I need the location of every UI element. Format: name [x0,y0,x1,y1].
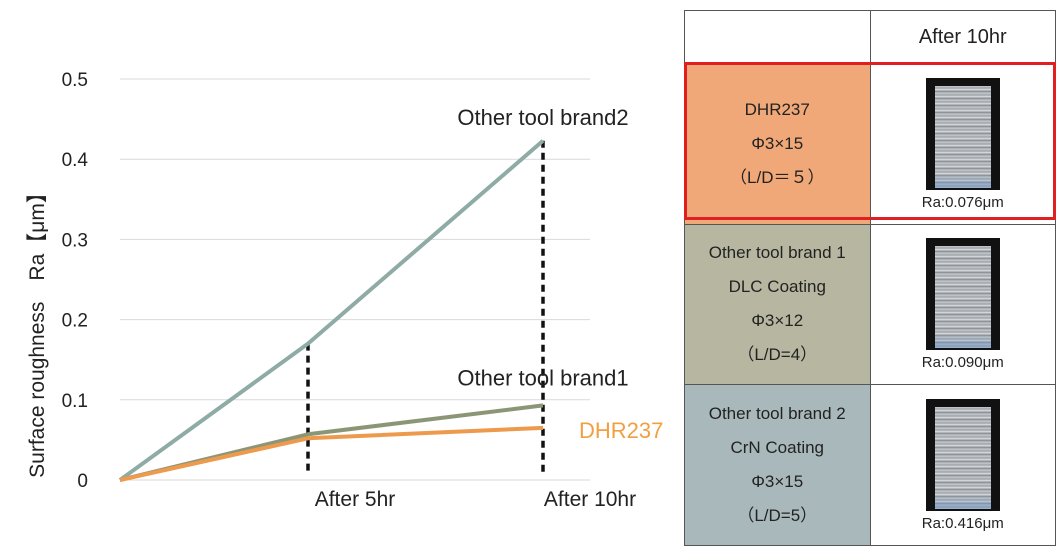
x-tick-label: After 5hr [315,488,396,511]
table-row: Other tool brand 1 DLC Coating Φ3×12 （L/… [684,223,1056,386]
sample-cell: Ra:0.090μm [869,223,1056,386]
tool-line: （L/D=5） [737,506,818,526]
series-label: Other tool brand1 [457,365,628,390]
tool-line: （L/D=4） [737,345,818,365]
y-tick-label: 0 [77,471,88,492]
tool-line: Φ3×12 [751,311,804,331]
tool-cell-dhr237: DHR237 Φ3×15 （L/D＝５） [684,63,871,225]
tool-line: Φ3×15 [751,472,804,492]
roughness-line-chart: 0 0.1 0.2 0.3 0.4 0.5 After 5hr After 10hr Oth… [26,70,663,511]
ra-value: Ra:0.090μm [921,354,1004,372]
tool-line: CrN Coating [730,438,825,458]
sample-table: After 10hr DHR237 Φ3×15 （L/D＝５） Ra:0.076… [684,10,1056,546]
x-tick-label: After 10hr [544,488,636,511]
drop-lines [306,140,545,472]
y-tick-label: 0.3 [62,230,88,251]
sample-cell: Ra:0.416μm [869,384,1056,546]
y-tick-label: 0.5 [62,70,88,91]
sample-cell: Ra:0.076μm [869,63,1056,225]
tool-line: Other tool brand 1 [708,243,846,263]
series-lines [118,139,545,482]
y-axis-ticks: 0 0.1 0.2 0.3 0.4 0.5 [62,70,89,492]
tool-cell-brand1: Other tool brand 1 DLC Coating Φ3×12 （L/… [684,223,871,386]
tool-line: Other tool brand 2 [708,404,846,424]
table-row: DHR237 Φ3×15 （L/D＝５） Ra:0.076μm [684,63,1056,225]
table-row: Other tool brand 2 CrN Coating Φ3×15 （L/… [684,384,1056,546]
series-line [119,403,544,482]
tool-line: （L/D＝５） [730,167,825,187]
surface-sample-image [925,238,1000,351]
series-line [119,425,544,482]
y-tick-label: 0.1 [62,391,88,412]
ra-value: Ra:0.076μm [921,193,1004,211]
series-labels: Other tool brand2 Other tool brand1 DHR237 [457,105,663,443]
y-tick-label: 0.2 [62,311,88,332]
tool-line: DHR237 [744,99,810,119]
tool-line: DLC Coating [728,277,826,297]
tool-cell-brand2: Other tool brand 2 CrN Coating Φ3×15 （L/… [684,384,871,546]
tool-line: Φ3×15 [751,133,804,153]
grid-lines [120,78,590,481]
y-axis-label: Surface roughness Ra【μm】 [26,182,49,478]
ra-value: Ra:0.416μm [921,515,1004,533]
column-header: After 10hr [869,10,1056,64]
series-line [118,139,545,482]
surface-sample-image [925,77,1000,190]
series-label: Other tool brand2 [457,105,628,130]
x-axis-ticks: After 5hr After 10hr [315,488,636,511]
y-tick-label: 0.4 [62,150,89,171]
series-label: DHR237 [579,418,663,443]
blank-header-cell [684,10,871,64]
surface-sample-image [925,399,1000,512]
